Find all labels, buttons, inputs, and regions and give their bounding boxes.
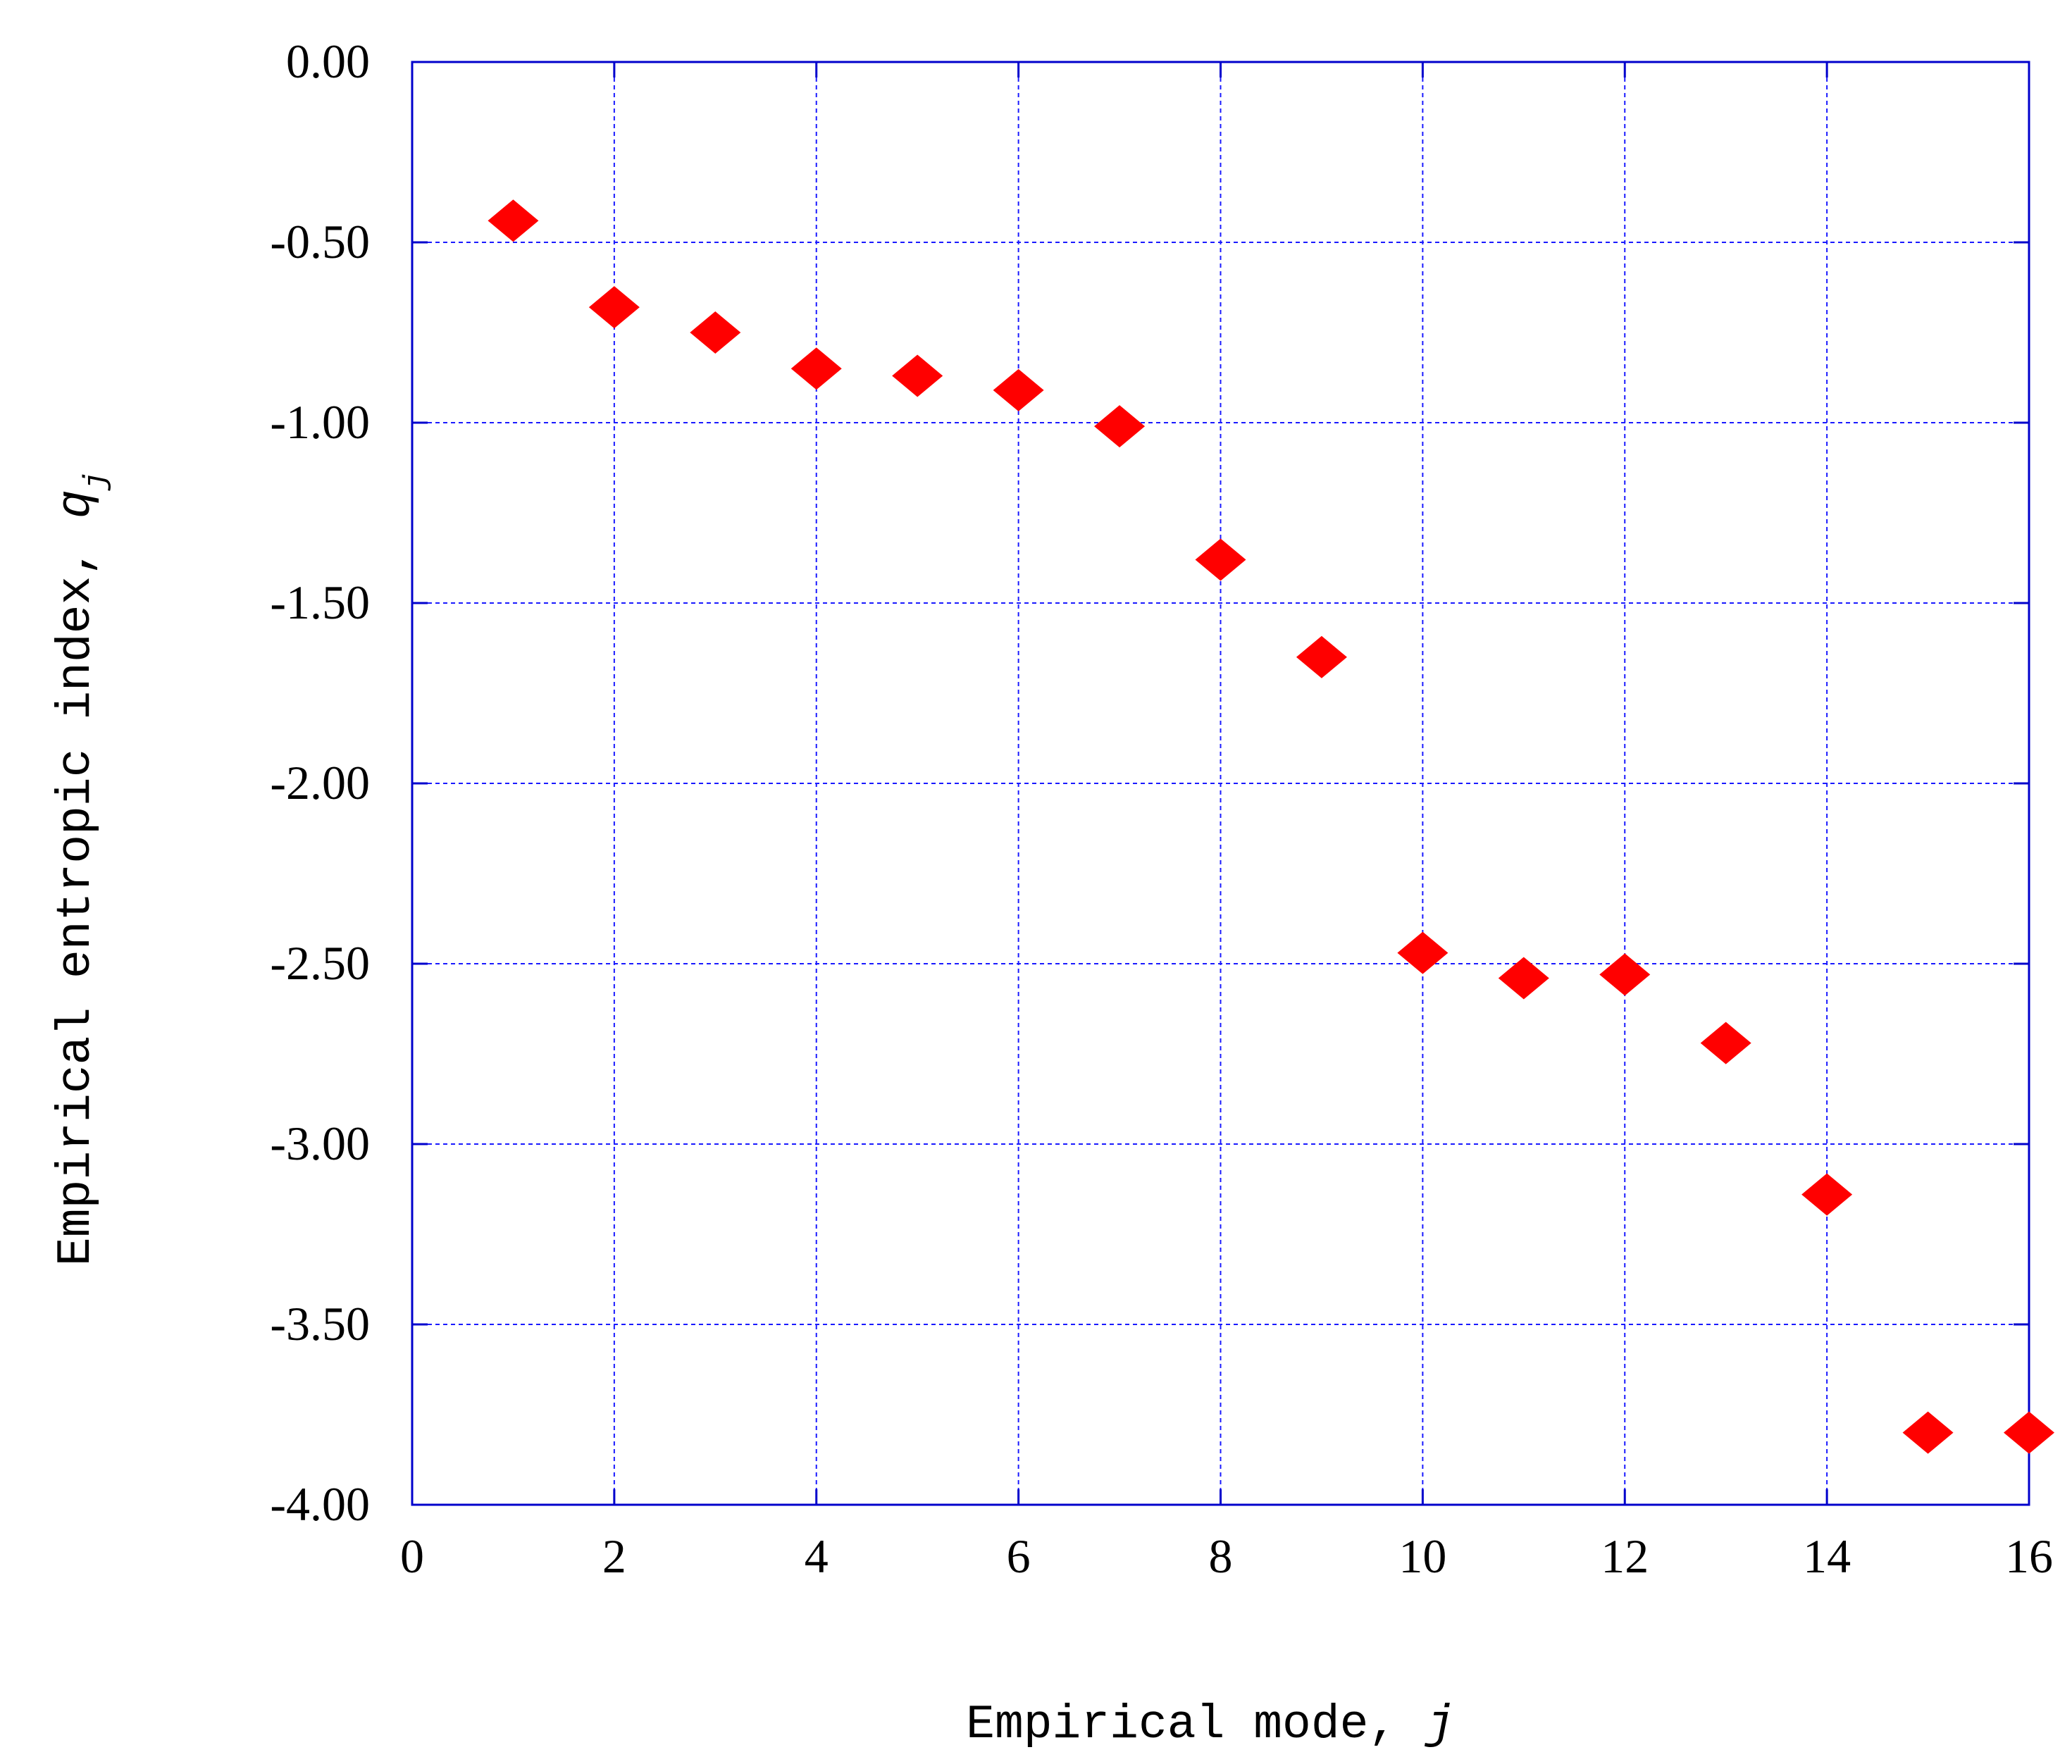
data-point	[1801, 1173, 1853, 1216]
y-tick-label: -3.00	[270, 1117, 370, 1170]
data-point	[1195, 538, 1246, 581]
x-tick-label: 12	[1601, 1529, 1649, 1583]
x-tick-label: 16	[2005, 1529, 2053, 1583]
data-point	[1700, 1021, 1751, 1064]
data-point	[1599, 953, 1651, 996]
y-tick-label: -2.50	[270, 936, 370, 990]
y-tick-label: 0.00	[286, 35, 370, 88]
x-tick-label: 6	[1007, 1529, 1031, 1583]
tick-marks	[411, 61, 2030, 1506]
data-point	[488, 199, 539, 242]
y-axis-title-subscript: j	[79, 471, 114, 491]
data-point	[1498, 957, 1549, 1000]
data-point	[1296, 635, 1347, 678]
x-tick-label: 0	[400, 1529, 424, 1583]
data-point	[1094, 405, 1146, 448]
data-points	[488, 199, 2054, 1454]
y-tick-label: -4.00	[270, 1477, 370, 1531]
data-point	[690, 311, 741, 354]
y-tick-label: -2.00	[270, 756, 370, 809]
data-point	[1397, 931, 1448, 974]
x-tick-label: 10	[1398, 1529, 1446, 1583]
x-tick-labels: 0 2 4 6 8 10 12 14 16	[400, 1529, 2053, 1583]
x-axis-title-variable: j	[1424, 1698, 1455, 1752]
x-tick-label: 8	[1209, 1529, 1233, 1583]
y-axis-title: Empirical entropic index, qj	[49, 471, 114, 1266]
y-tick-label: -0.50	[270, 215, 370, 268]
gridlines	[412, 62, 2029, 1505]
data-point	[1902, 1411, 1954, 1454]
data-point	[892, 354, 943, 397]
y-tick-label: -3.50	[270, 1297, 370, 1350]
y-tick-labels: 0.00 -0.50 -1.00 -1.50 -2.00 -2.50 -3.00 -3.50 -…	[270, 35, 370, 1531]
data-point	[790, 347, 842, 390]
y-tick-label: -1.50	[270, 576, 370, 629]
x-tick-label: 4	[805, 1529, 829, 1583]
data-point	[588, 286, 640, 329]
x-axis-title-text: Empirical mode,	[966, 1698, 1426, 1752]
x-tick-label: 14	[1803, 1529, 1851, 1583]
data-point	[993, 368, 1044, 411]
x-tick-label: 2	[602, 1529, 626, 1583]
data-point	[2004, 1411, 2054, 1454]
x-axis-title: Empirical mode, j	[966, 1698, 1455, 1752]
y-tick-label: -1.00	[270, 395, 370, 449]
y-axis-title-text: Empirical entropic index,	[49, 518, 104, 1266]
y-axis-title-variable: q	[49, 490, 104, 518]
